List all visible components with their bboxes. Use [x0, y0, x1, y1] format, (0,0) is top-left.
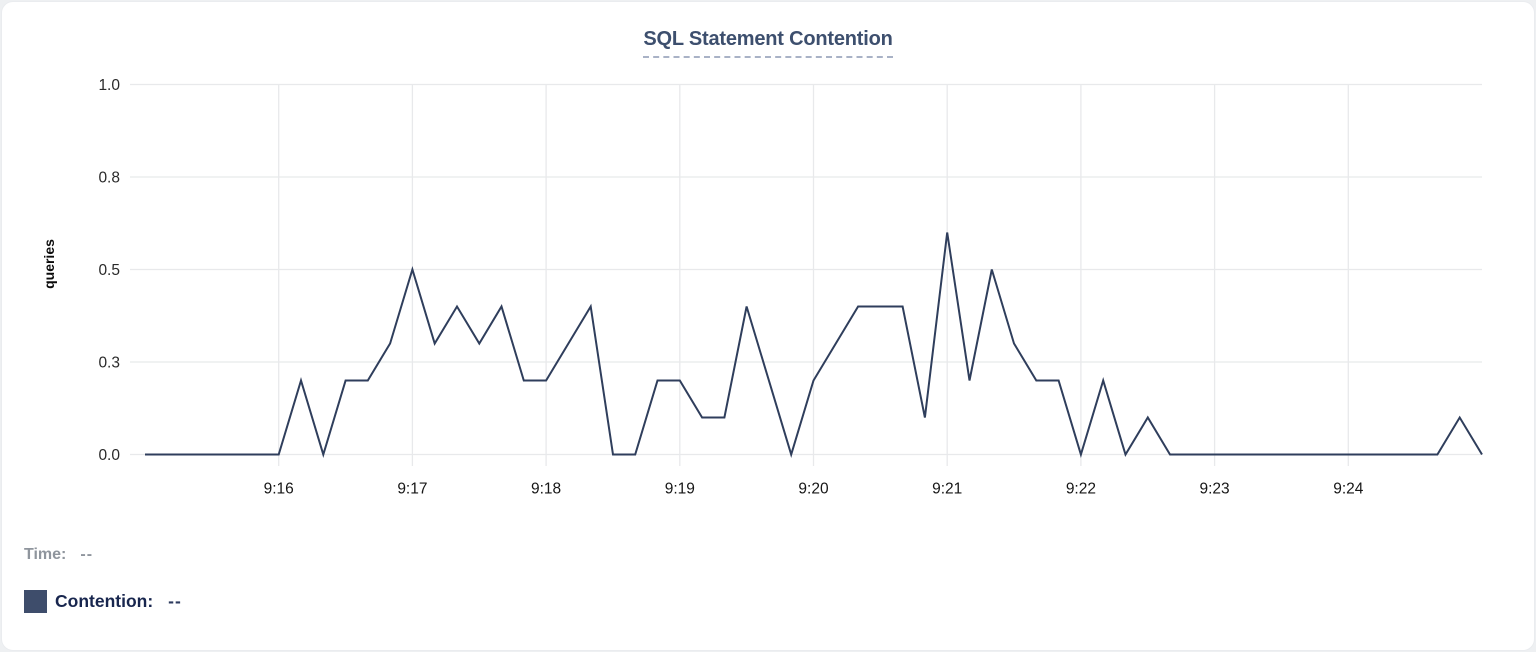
tooltip-time-value: --: [80, 546, 94, 563]
x-tick-label: 9:17: [397, 481, 427, 498]
tooltip-contention-value: --: [168, 590, 182, 611]
axis-tick-labels: 0.0 0.3 0.5 0.8 1.0 9:16 9:17 9:18 9:19 9:20 9:21 9…: [98, 77, 1363, 498]
x-tick-label: 9:23: [1200, 481, 1230, 498]
y-tick-label: 0.8: [98, 170, 120, 187]
x-tick-label: 9:16: [264, 481, 294, 498]
tooltip-time-label: Time:: [24, 546, 67, 563]
y-axis-label: queries: [41, 239, 57, 289]
contention-series-swatch: [24, 589, 47, 613]
x-tick-label: 9:19: [665, 481, 695, 498]
tooltip-time-row: Time: --: [24, 542, 182, 568]
x-tick-label: 9:21: [932, 481, 962, 498]
x-tick-label: 9:20: [798, 481, 829, 498]
y-tick-label: 0.3: [98, 355, 120, 372]
tooltip-contention-label: Contention:: [55, 590, 154, 611]
tooltip-series-row: Contention: --: [24, 588, 182, 614]
chart-title[interactable]: SQL Statement Contention: [643, 28, 893, 58]
x-tick-label: 9:18: [531, 481, 561, 498]
gridlines: [130, 83, 1482, 466]
chart-tooltip-legend: Time: -- Contention: --: [24, 542, 182, 614]
y-tick-label: 0.0: [98, 447, 120, 464]
chart-header: SQL Statement Contention: [2, 28, 1534, 58]
contention-series-line: [145, 232, 1483, 458]
y-tick-label: 0.5: [98, 262, 120, 279]
x-tick-label: 9:22: [1066, 481, 1096, 498]
contention-line-chart[interactable]: 0.0 0.3 0.5 0.8 1.0 9:16 9:17 9:18 9:19 9:20 9:21 9…: [2, 2, 1535, 522]
x-tick-label: 9:24: [1333, 481, 1364, 498]
y-tick-label: 1.0: [98, 77, 120, 94]
